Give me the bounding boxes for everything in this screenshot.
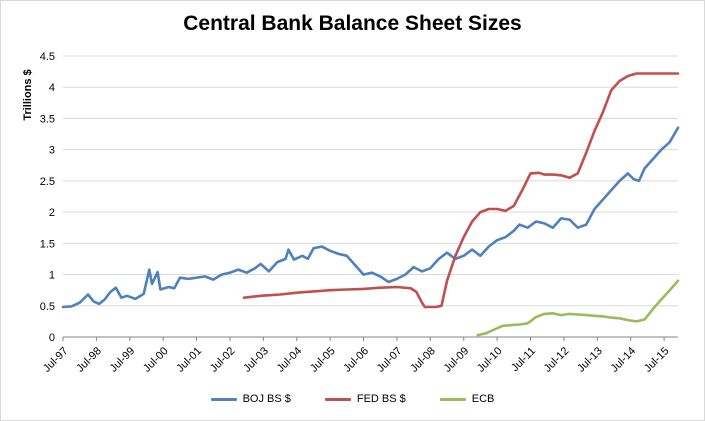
- y-tick-label: 2.5: [40, 176, 55, 188]
- x-axis-ticks: Jul-97 Jul-98 Jul-99 Jul-00 Jul-01 Jul-02 Jul-…: [41, 337, 672, 375]
- legend-item: FED BS $: [324, 393, 406, 405]
- legend-label: BOJ BS $: [242, 393, 291, 405]
- legend-label: ECB: [471, 393, 495, 405]
- y-tick-label: 4: [49, 82, 55, 94]
- x-tick-label: Jul-00: [141, 345, 171, 375]
- x-tick-label: Jul-01: [174, 345, 204, 375]
- x-tick-label: Jul-06: [341, 345, 371, 375]
- legend-swatch: [210, 397, 237, 401]
- series-line-ecb: [476, 279, 680, 337]
- legend-item: ECB: [439, 393, 495, 405]
- x-tick-label: Jul-10: [475, 345, 505, 375]
- legend-item: BOJ BS $: [210, 393, 291, 405]
- chart-title: Central Bank Balance Sheet Sizes: [183, 12, 522, 35]
- x-tick-label: Jul-98: [74, 345, 104, 375]
- series-line-fed-bs: [242, 72, 680, 309]
- legend-swatch: [324, 397, 351, 401]
- x-tick-label: Jul-11: [509, 345, 538, 374]
- series-line-boj-bs: [61, 126, 680, 309]
- y-tick-label: 1: [49, 270, 55, 282]
- y-tick-label: 3: [49, 145, 55, 157]
- x-tick-label: Jul-03: [241, 345, 271, 375]
- y-tick-label: 0: [49, 332, 55, 344]
- series-lines: [61, 72, 680, 337]
- x-tick-label: Jul-09: [442, 345, 472, 375]
- x-tick-label: Jul-07: [375, 345, 405, 375]
- y-tick-label: 3.5: [40, 113, 55, 125]
- y-tick-label: 0.5: [40, 301, 55, 313]
- x-tick-label: Jul-97: [41, 345, 71, 375]
- y-tick-label: 4.5: [40, 51, 55, 63]
- x-tick-label: Jul-12: [542, 345, 572, 375]
- y-tick-label: 2: [49, 207, 55, 219]
- x-tick-label: Jul-08: [408, 345, 438, 375]
- grid-lines: [63, 55, 678, 307]
- y-tick-label: 1.5: [40, 238, 55, 250]
- x-tick-label: Jul-13: [575, 345, 605, 375]
- x-tick-label: Jul-02: [208, 345, 238, 375]
- y-axis-label: Trillions $: [22, 69, 34, 120]
- legend-label: FED BS $: [356, 393, 406, 405]
- y-axis-ticks: 0 0.5 1 1.5 2 2.5 3 3.5 4 4.5: [40, 51, 55, 344]
- legend-swatch: [439, 397, 466, 401]
- x-tick-label: Jul-04: [275, 345, 305, 375]
- x-tick-label: Jul-99: [108, 345, 138, 375]
- x-tick-label: Jul-05: [308, 345, 338, 375]
- legend: BOJ BS $ FED BS $ ECB: [0, 393, 705, 405]
- x-tick-label: Jul-15: [642, 345, 672, 375]
- x-tick-label: Jul-14: [609, 345, 639, 375]
